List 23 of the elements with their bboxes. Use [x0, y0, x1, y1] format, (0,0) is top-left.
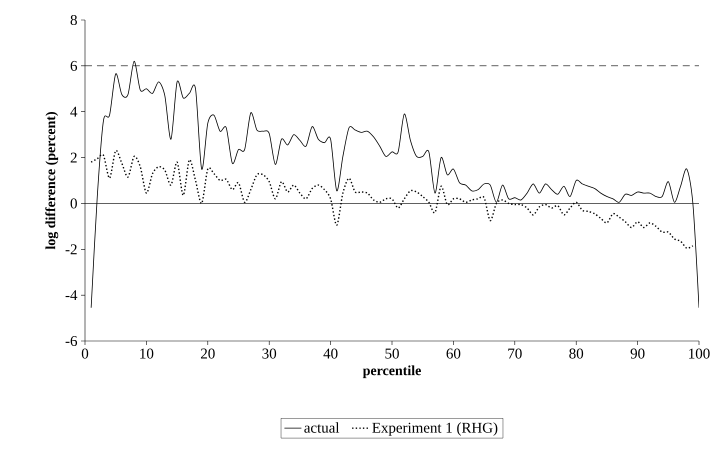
- x-tick-label: 10: [140, 348, 154, 359]
- x-tick-label: 50: [385, 348, 399, 359]
- y-axis-title: log difference (percent): [45, 112, 58, 250]
- y-tick-label: 2: [70, 152, 77, 163]
- x-tick-label: 80: [569, 348, 584, 359]
- y-tick-label: -2: [66, 244, 77, 254]
- x-tick-label: 40: [323, 348, 338, 359]
- y-tick-label: 4: [70, 106, 78, 117]
- x-axis-title: percentile: [362, 365, 421, 378]
- x-tick-label: 100: [689, 348, 710, 359]
- x-tick-label: 20: [200, 348, 215, 359]
- x-tick-label: 70: [508, 348, 522, 359]
- x-tick-label: 0: [82, 348, 88, 359]
- y-tick-label: -6: [66, 336, 78, 346]
- y-tick-label: 0: [70, 198, 77, 208]
- y-tick-label: 6: [70, 60, 78, 71]
- legend-label: Experiment 1 (RHG): [372, 422, 498, 436]
- x-tick-label: 90: [630, 348, 645, 359]
- y-tick-label: 8: [70, 14, 77, 26]
- legend-label: actual: [304, 422, 340, 433]
- y-tick-label: -4: [66, 290, 78, 300]
- x-tick-label: 30: [262, 348, 276, 359]
- x-tick-label: 60: [446, 348, 460, 359]
